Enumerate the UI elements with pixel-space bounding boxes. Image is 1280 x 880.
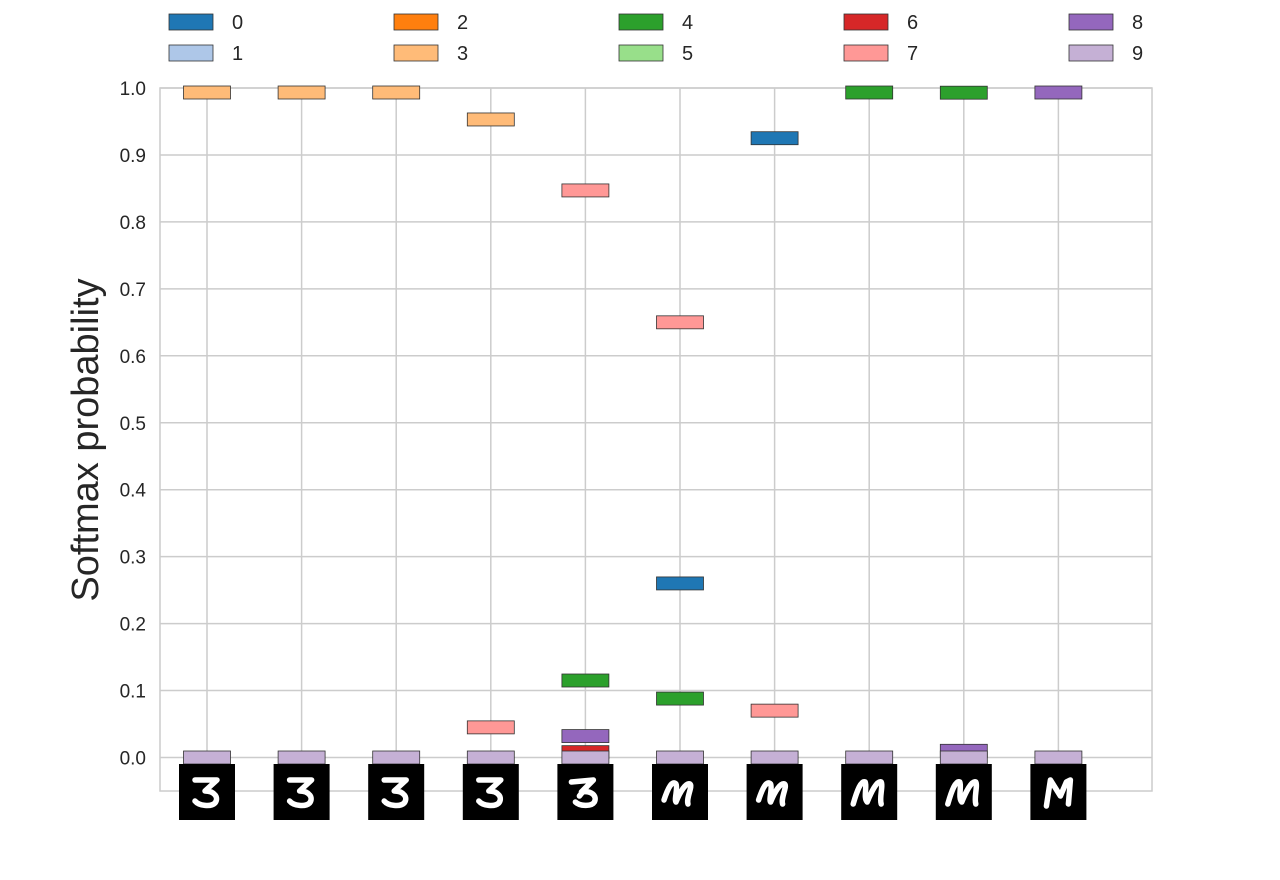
legend-label: 9 xyxy=(1132,43,1143,65)
legend-item: 5 xyxy=(618,43,693,65)
marker-class-3 xyxy=(372,85,421,100)
legend-item: 4 xyxy=(618,12,693,34)
legend-swatch xyxy=(843,13,889,31)
x-tick-image xyxy=(179,764,235,820)
marker-class-3 xyxy=(183,85,231,100)
legend-item: 6 xyxy=(843,12,918,34)
marker-class-7 xyxy=(561,183,610,198)
marker-class-9 xyxy=(466,750,515,765)
y-tick-label: 0.2 xyxy=(120,615,146,636)
marker-class-7 xyxy=(656,315,704,330)
x-tick-image xyxy=(935,764,992,820)
marker-class-9 xyxy=(656,750,704,765)
legend-swatch xyxy=(1068,44,1114,62)
marker-class-9 xyxy=(845,750,894,765)
legend-label: 3 xyxy=(457,43,468,65)
legend-item: 2 xyxy=(393,12,468,34)
x-tick-image xyxy=(746,764,803,820)
marker-class-4 xyxy=(939,85,988,100)
y-tick-label: 0.9 xyxy=(120,146,146,167)
marker-class-4 xyxy=(656,691,704,706)
marker-class-9 xyxy=(372,750,421,765)
marker-class-0 xyxy=(750,131,799,146)
x-tick-image xyxy=(1030,764,1087,820)
legend-item: 8 xyxy=(1068,12,1143,34)
x-tick-image xyxy=(368,764,425,820)
x-tick-image xyxy=(273,764,330,820)
marker-class-9 xyxy=(277,750,326,765)
marker-class-3 xyxy=(466,112,515,127)
legend-item: 7 xyxy=(843,43,918,65)
legend-label: 4 xyxy=(682,12,693,34)
legend-label: 8 xyxy=(1132,12,1143,34)
y-axis: 0.0 0.1 0.2 0.3 0.4 0.5 0.6 0.7 0.8 0.9 1.0 xyxy=(120,79,147,770)
marker-class-8 xyxy=(561,729,610,743)
y-tick-label: 0.8 xyxy=(120,213,146,234)
legend-label: 6 xyxy=(907,12,918,34)
marker-class-4 xyxy=(845,85,894,100)
legend-label: 7 xyxy=(907,43,918,65)
legend-label: 1 xyxy=(232,43,243,65)
marker-class-3 xyxy=(277,85,326,100)
marker-class-7 xyxy=(466,720,515,735)
x-tick-image xyxy=(841,764,898,820)
y-tick-label: 0.3 xyxy=(120,548,146,569)
digit-thumbnails xyxy=(179,764,1087,820)
y-tick-label: 0.5 xyxy=(120,414,146,435)
marker-class-9 xyxy=(750,750,799,765)
marker-class-9 xyxy=(561,750,610,765)
legend-item: 1 xyxy=(168,43,243,65)
marker-class-4 xyxy=(561,673,610,688)
marker-class-7 xyxy=(750,703,799,718)
legend-swatch xyxy=(618,44,664,62)
y-tick-label: 0.4 xyxy=(120,481,147,502)
legend-item: 9 xyxy=(1068,43,1143,65)
y-tick-label: 1.0 xyxy=(120,79,146,100)
x-tick-image xyxy=(557,764,614,820)
legend-label: 2 xyxy=(457,12,468,34)
legend-swatch xyxy=(168,13,214,31)
y-tick-label: 0.6 xyxy=(120,347,146,368)
legend-label: 5 xyxy=(682,43,693,65)
y-axis-label: Softmax probability xyxy=(65,278,107,601)
plot-frame xyxy=(159,87,1153,792)
marker-class-0 xyxy=(656,576,704,591)
legend-swatch xyxy=(393,13,439,31)
grid xyxy=(159,87,1153,792)
legend-swatch xyxy=(1068,13,1114,31)
marker-class-9 xyxy=(939,750,988,765)
legend-label: 0 xyxy=(232,12,243,34)
marker-class-9 xyxy=(183,750,231,765)
legend-item: 3 xyxy=(393,43,468,65)
legend-swatch xyxy=(618,13,664,31)
x-tick-image xyxy=(652,764,708,820)
y-tick-label: 0.0 xyxy=(120,749,146,770)
data-marks xyxy=(183,85,1083,765)
legend-item: 0 xyxy=(168,12,243,34)
legend-swatch xyxy=(168,44,214,62)
legend-swatch xyxy=(843,44,889,62)
marker-class-9 xyxy=(1034,750,1083,765)
y-tick-label: 0.1 xyxy=(120,682,146,703)
legend: 0 1 2 3 4 5 6 7 8 9 xyxy=(168,12,1143,65)
y-tick-label: 0.7 xyxy=(120,280,146,301)
legend-swatch xyxy=(393,44,439,62)
x-tick-image xyxy=(462,764,519,820)
marker-class-8 xyxy=(1034,85,1083,100)
